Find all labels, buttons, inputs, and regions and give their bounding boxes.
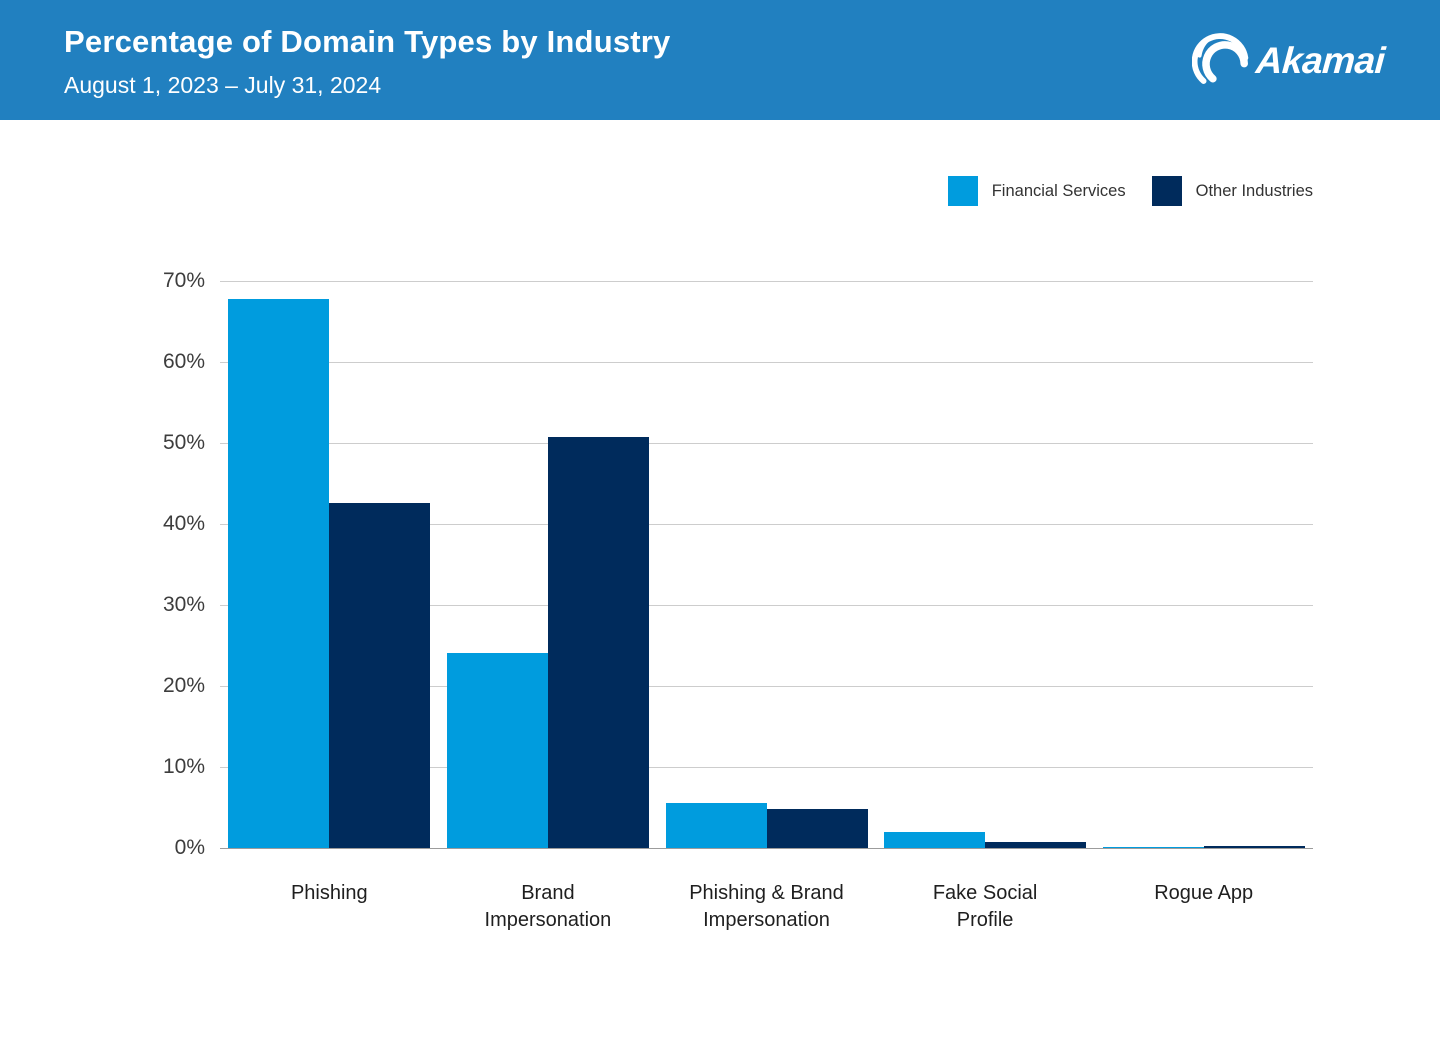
bar-other-industries-fake-social-profile (985, 842, 1087, 848)
bar-financial-services-brand-impersonation (446, 653, 548, 848)
category-label-rogue-app: Rogue App (1154, 882, 1254, 904)
legend-label-other-industries: Other Industries (1195, 181, 1313, 200)
bar-other-industries-phishing-brand-impersonation (766, 809, 868, 848)
bar-other-industries-brand-impersonation (547, 437, 649, 848)
category-label-fake-social-profile: Fake Social Profile (932, 882, 1038, 931)
header-banner: Percentage of Domain Types by Industry A… (0, 0, 1440, 120)
legend: Financial Services Other Industries (947, 176, 1313, 206)
gridline-40pct (220, 524, 1313, 525)
gridline-20pct (220, 686, 1313, 687)
y-axis-tick-70pct: 70% (162, 269, 205, 292)
y-axis-tick-10pct: 10% (162, 755, 205, 778)
gridline-10pct (220, 767, 1313, 768)
y-axis-tick-0pct: 0% (174, 836, 205, 859)
category-label-phishing: Phishing (290, 882, 368, 904)
bar-financial-services-rogue-app (1102, 847, 1204, 848)
legend-item-financial-services: Financial Services (947, 176, 1126, 206)
y-axis-tick-50pct: 50% (162, 431, 205, 454)
legend-swatch-financial-services (947, 176, 978, 206)
category-label-phishing-brand-impersonation: Phishing & Brand Impersonation (689, 882, 844, 931)
gridline-30pct (220, 605, 1313, 606)
y-axis-tick-20pct: 20% (162, 674, 205, 697)
legend-label-financial-services: Financial Services (991, 181, 1126, 200)
gridline-60pct (220, 362, 1313, 363)
bar-other-industries-rogue-app (1203, 846, 1305, 848)
legend-swatch-other-industries (1151, 176, 1182, 206)
bar-other-industries-phishing (329, 503, 431, 848)
gridline-70pct (220, 281, 1313, 282)
legend-item-other-industries: Other Industries (1151, 176, 1313, 206)
akamai-logo: Akamai (1192, 30, 1387, 93)
bar-financial-services-phishing-brand-impersonation (665, 803, 767, 848)
category-label-brand-impersonation: Brand Impersonation (484, 882, 612, 931)
bar-financial-services-phishing (228, 299, 330, 848)
gridline-0pct (220, 848, 1313, 849)
y-axis-tick-40pct: 40% (162, 512, 205, 535)
page-subtitle: August 1, 2023 – July 31, 2024 (64, 72, 382, 98)
y-axis-tick-30pct: 30% (162, 593, 205, 616)
bar-financial-services-fake-social-profile (884, 832, 986, 848)
akamai-swoosh-icon (1192, 30, 1250, 93)
akamai-logo-text: Akamai (1254, 40, 1387, 81)
page-title: Percentage of Domain Types by Industry (64, 24, 671, 59)
gridline-50pct (220, 443, 1313, 444)
y-axis-tick-60pct: 60% (162, 350, 205, 373)
